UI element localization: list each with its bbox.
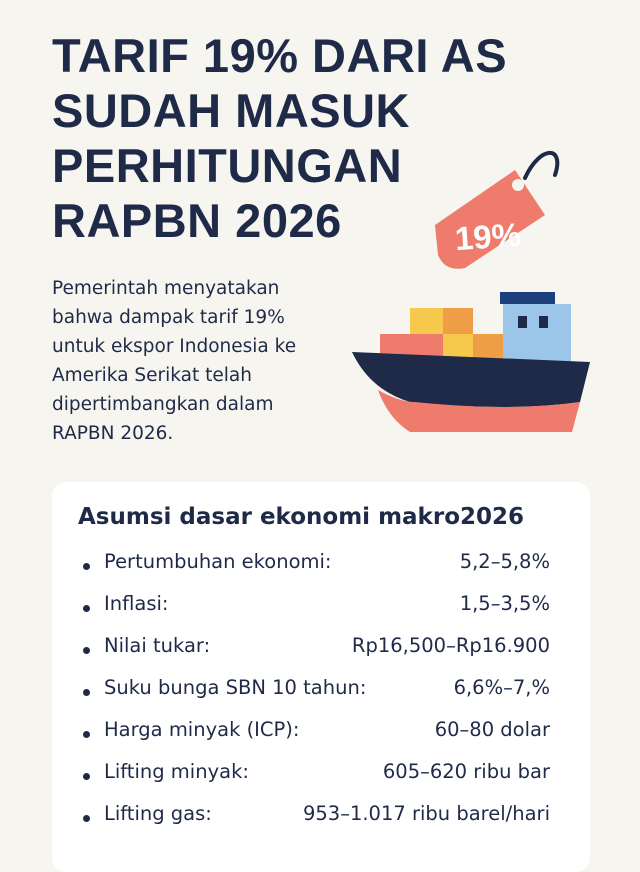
description: Pemerintah menyatakan bahwa dampak tarif… [52, 278, 297, 444]
title-line: TARIF 19% DARI AS [52, 29, 508, 82]
item-label: Suku bunga SBN 10 tahun: [104, 676, 367, 699]
title: TARIF 19% DARI AS SUDAH MASUK PERHITUNGAN R… [52, 28, 507, 248]
assumption-card: Asumsi dasar ekonomi makro2026 Pertumbuh… [52, 482, 590, 872]
item-label: Lifting minyak: [104, 760, 249, 783]
assumption-item: Pertumbuhan ekonomi: 5,2–5,8% [52, 550, 590, 592]
item-label: Nilai tukar: [104, 634, 211, 657]
item-value: 1,5–3,5% [459, 592, 550, 615]
title-line: SUDAH MASUK [52, 84, 410, 137]
ship [352, 292, 590, 432]
assumption-list: Pertumbuhan ekonomi: 5,2–5,8% Inflasi: 1,5–… [52, 550, 590, 844]
item-value: 60–80 dolar [434, 718, 550, 741]
assumption-item: Nilai tukar: Rp16,500–Rp16.900 [52, 634, 590, 676]
title-line: PERHITUNGAN [52, 139, 403, 192]
item-value: 6,6%–7,% [453, 676, 550, 699]
item-value: Rp16,500–Rp16.900 [351, 634, 550, 657]
assumption-item: Lifting minyak: 605–620 ribu bar [52, 760, 590, 802]
assumption-item: Harga minyak (ICP): 60–80 dolar [52, 718, 590, 760]
title-line: RAPBN 2026 [52, 194, 342, 247]
assumption-item: Suku bunga SBN 10 tahun: 6,6%–7,% [52, 676, 590, 718]
ship-illustration: 19% [352, 150, 590, 432]
item-value: 605–620 ribu bar [382, 760, 550, 783]
item-value: 5,2–5,8% [459, 550, 550, 573]
item-label: Pertumbuhan ekonomi: [104, 550, 332, 573]
assumption-item: Inflasi: 1,5–3,5% [52, 592, 590, 634]
item-label: Harga minyak (ICP): [104, 718, 300, 741]
price-tag: 19% [435, 150, 560, 269]
tag-text: 19% [454, 216, 522, 258]
item-label: Inflasi: [104, 592, 169, 615]
item-label: Lifting gas: [104, 802, 212, 825]
card-title: Asumsi dasar ekonomi makro2026 [78, 504, 525, 530]
assumption-item: Lifting gas: 953–1.017 ribu barel/hari [52, 802, 590, 844]
item-value: 953–1.017 ribu barel/hari [302, 802, 550, 825]
page: TARIF 19% DARI AS SUDAH MASUK PERHITUNGAN R… [52, 28, 590, 872]
